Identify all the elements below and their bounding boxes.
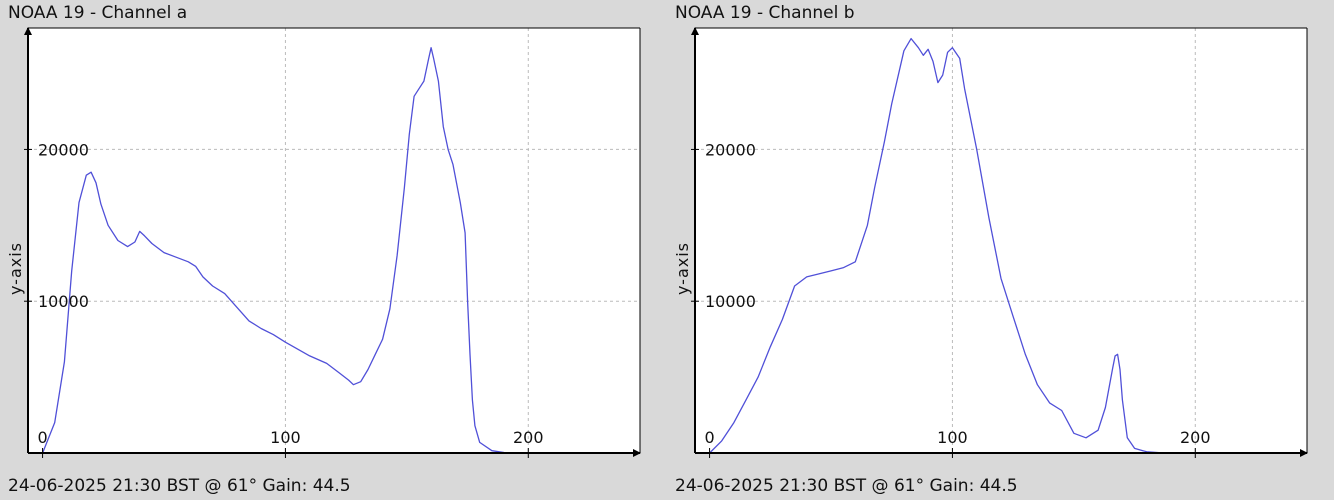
x-tick-label: 200 (1180, 428, 1211, 447)
x-tick-label: 0 (37, 428, 47, 447)
y-axis-arrow (24, 27, 32, 35)
chart-b-plot: 0 100 200 10000 20000 y-axis (673, 27, 1308, 458)
chart-title: NOAA 19 - Channel a (8, 3, 188, 23)
chart-title: NOAA 19 - Channel b (675, 3, 855, 23)
y-tick-label: 10000 (38, 292, 89, 311)
plot-area (695, 28, 1307, 453)
channel-a-panel: NOAA 19 - Channel a 0 100 200 10000 20000 y-a… (6, 3, 641, 496)
y-axis-label: y-axis (6, 242, 25, 295)
x-tick-label: 200 (513, 428, 544, 447)
x-tick-label: 0 (704, 428, 714, 447)
chart-footer: 24-06-2025 21:30 BST @ 61° Gain: 44.5 (8, 476, 351, 496)
x-tick-label: 100 (270, 428, 301, 447)
x-axis-arrow (633, 449, 641, 457)
y-axis-arrow (691, 27, 699, 35)
chart-a-plot: 0 100 200 10000 20000 y-axis (6, 27, 641, 458)
channel-b-panel: NOAA 19 - Channel b 0 100 200 10000 20000 y-a… (667, 0, 1334, 500)
y-tick-label: 20000 (38, 140, 89, 159)
y-axis-label: y-axis (673, 242, 692, 295)
chart-footer: 24-06-2025 21:30 BST @ 61° Gain: 44.5 (675, 476, 1018, 496)
x-tick-label: 100 (937, 428, 968, 447)
y-tick-label: 20000 (705, 140, 756, 159)
x-axis-arrow (1300, 449, 1308, 457)
plot-area (28, 28, 640, 453)
y-tick-label: 10000 (705, 292, 756, 311)
series-line (709, 37, 1172, 454)
series-line (41, 47, 517, 454)
